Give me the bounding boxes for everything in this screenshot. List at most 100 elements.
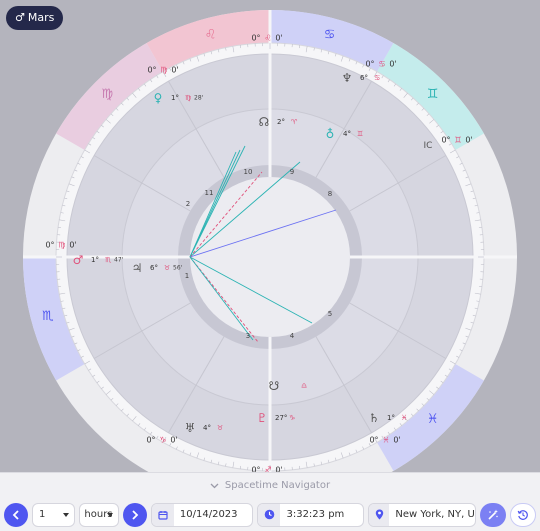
planet-degree-label: 4° [343,130,351,138]
degree-tick [169,67,172,71]
degree-tick [232,46,235,53]
spacetime-navigator-toggle[interactable]: Spacetime Navigator [0,472,540,498]
degree-tick [232,461,235,468]
degree-tick [59,219,66,222]
degree-tick [150,431,153,435]
house-cusp-line [168,336,225,434]
planet-sign-icon: ♋ [374,74,380,82]
aspect-line [189,145,246,258]
degree-tick [421,403,425,406]
zodiac-sign-icon: ♍ [102,87,114,102]
degree-tick [476,212,480,214]
degree-tick [60,212,64,214]
degree-tick [143,427,147,431]
degree-tick [196,55,200,62]
cusp-minute-label: 0' [170,436,177,445]
degree-tick [449,149,456,154]
chart-stage: ♌ ♋ ♊ ♓ ♏ ♍ 0° ♌ 0' 0° ♋ 0' 0° ♊ 0' 0° ♍ 0' 0° ♍ 0' 0° ♓ 0' 0° ♑… [0,0,540,472]
degree-tick [444,137,448,140]
zodiac-sign-icon: ♏ [42,309,54,324]
degree-tick [96,380,100,384]
degree-tick [472,314,476,317]
step-forward-button[interactable] [122,502,147,527]
degree-tick [169,443,172,447]
planet-glyph-icon: ☋ [269,379,280,393]
degree-tick [465,327,472,331]
zodiac-sign-icon: ♌ [205,27,217,42]
degree-tick [189,58,192,62]
natal-wheel[interactable]: ♌ ♋♊♓♏♍ 0° ♌ 0'0° ♋ 0'0° ♊ 0'0° ♍ 0'0° ♍ 0'0° ♓ 0'0° ♑… [0,0,540,472]
degree-tick [449,360,456,365]
cusp-minute-label: 0' [465,136,472,145]
degree-tick [459,349,463,352]
planet-sign-icon: ♑ [289,414,295,422]
degree-tick [143,83,147,87]
location-value: New York, NY, U [395,509,475,520]
selected-planet-chip[interactable]: ♂ Mars [6,6,64,30]
degree-tick [444,374,448,377]
degree-tick [62,204,66,207]
degree-tick [105,119,111,124]
degree-tick [62,307,66,310]
date-field[interactable]: 10/14/2023 [150,502,254,527]
degree-tick [456,156,460,159]
degree-tick [162,436,167,443]
cusp-sign-icon: ♐ [264,466,271,473]
house-number: 9 [290,168,294,176]
cusp-degree-label: 0° [147,66,156,75]
planet-degree-label: 1° [91,256,99,264]
sign-segment [377,364,484,471]
cusp-sign-icon: ♍ [58,241,65,250]
house-cusp-lines [23,10,517,472]
degree-tick [126,97,130,101]
degree-tick [64,314,68,317]
location-field[interactable]: New York, NY, U [368,502,476,527]
history-button[interactable] [510,502,536,527]
aspect-line [189,151,237,258]
degree-tick [313,47,315,51]
step-back-button[interactable] [4,502,28,527]
degree-tick [340,452,344,459]
planet-sign-icon: ♈ [291,118,298,126]
degree-tick [88,368,92,371]
planet-glyph-icon: ♆ [342,71,353,85]
degree-tick [115,403,119,406]
date-value: 10/14/2023 [179,509,238,520]
cusp-degree-label: 0° [45,241,54,250]
planet-minute-label: 47' [114,257,124,264]
degree-tick [66,321,70,324]
cusp-sign-icon: ♓ [382,436,389,445]
magic-wand-button[interactable] [480,502,506,527]
planet-glyph-icon: ☊ [259,115,270,129]
degree-ticks [56,43,484,471]
degree-tick [80,355,84,358]
cusp-minute-label: 0' [275,34,282,43]
degree-tick [362,446,365,450]
degree-tick [101,386,104,389]
step-unit-select[interactable]: hours [79,502,119,527]
degree-tick [459,162,463,165]
aspect-line [189,161,301,258]
cusp-minute-label: 0' [171,66,178,75]
degree-tick [462,169,466,172]
degree-tick [474,219,481,222]
degree-tick [410,97,414,101]
navigator-label: Spacetime Navigator [224,480,331,491]
time-toolbar: 1 hours 10/14/2023 3:32:23 pm [0,498,540,531]
time-field[interactable]: 3:32:23 pm [257,502,364,527]
degree-tick [132,92,137,98]
degree-tick [105,390,111,395]
degree-tick [381,435,384,439]
sign-segment [23,257,85,381]
degree-tick [410,413,414,417]
planet-sign-icon: ♍ [185,94,192,102]
planet-degree-label: 1° [171,94,179,102]
step-unit-value: hours [84,509,113,520]
house-cusp-line [349,302,447,359]
degree-tick [456,355,460,358]
degree-tick [348,58,351,62]
degree-tick [92,374,96,377]
aspect-line [189,256,313,324]
step-amount-select[interactable]: 1 [32,502,76,527]
cusp-minute-label: 0' [275,466,282,473]
